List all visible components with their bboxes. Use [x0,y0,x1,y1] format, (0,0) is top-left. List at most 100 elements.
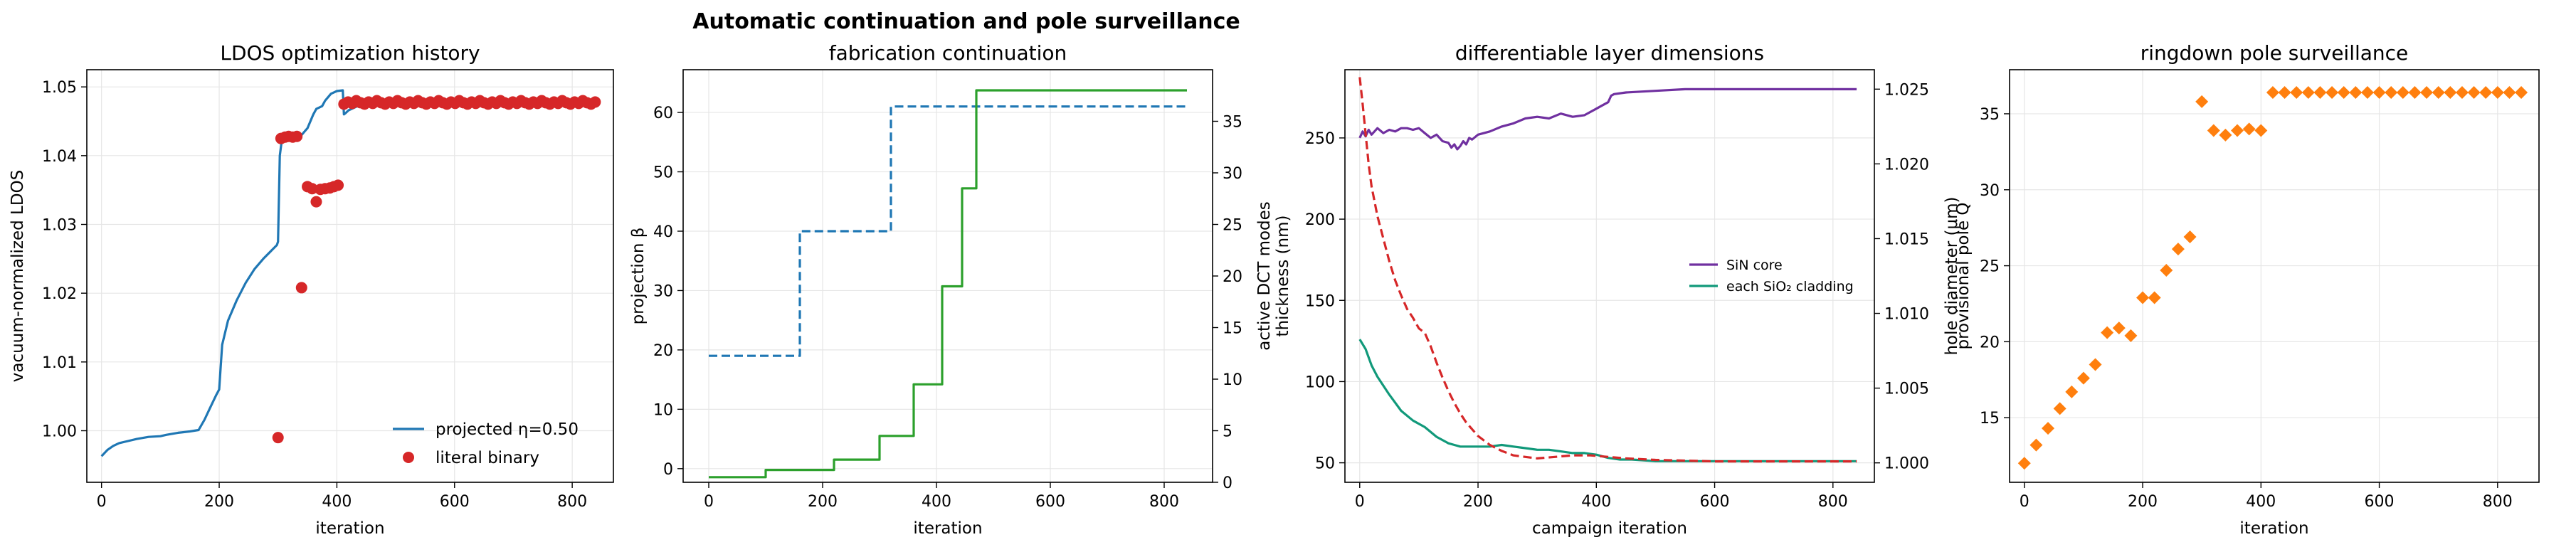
x-tick-label: 800 [2483,493,2513,511]
panel-pole-surveillance: 0 200 400 600 800 15 20 25 30 35 ringdown pole sur… [1954,41,2540,538]
x-axis-label: iteration [315,519,384,538]
y2-axis-label: active DCT modes [1255,201,1274,351]
panel-fabrication-continuation: 0 200 400 600 800010203040506005101520253035… [629,41,1274,538]
data-point [2017,457,2031,470]
data-point [2420,86,2434,100]
x-tick-label: 400 [322,493,352,511]
plot-area [1358,77,1857,463]
x-tick-label: 400 [2246,493,2276,511]
data-point [589,96,601,108]
data-point [2136,291,2150,304]
legend-label-projected: projected η=0.50 [436,420,579,439]
y2-tick-label: 35 [1223,114,1242,132]
y-tick-label: 20 [653,342,673,360]
x-tick-label: 200 [2128,493,2158,511]
series-line-series-0 [709,105,1187,357]
data-point [332,179,344,191]
data-point [2467,86,2481,100]
y-tick-label: 1.01 [42,354,77,372]
y2-tick-label: 25 [1223,217,1242,235]
data-point [2171,243,2185,256]
data-point [2503,86,2516,100]
data-point [2360,86,2374,100]
data-point [2349,86,2363,100]
y-tick-label: 30 [653,282,673,300]
plot-area [2017,86,2528,470]
data-point [2515,86,2528,100]
data-point [310,196,322,208]
panel-ldos-history: 0 200 400 600 800 1.00 1.01 1.02 1.03 1.04 1.05 LDO… [9,41,614,538]
data-point [2385,86,2398,100]
data-point [2278,86,2291,100]
y-tick-label: 0 [663,461,673,479]
x-tick-label: 0 [704,493,714,511]
y2-tick-label: 5 [1223,423,1232,441]
y-tick-label: 35 [1980,106,2000,124]
data-point [2076,371,2090,385]
y-tick-label: 1.02 [42,285,77,303]
data-point [291,130,303,142]
x-tick-label: 800 [1149,493,1179,511]
data-point [2408,86,2422,100]
data-point [2242,122,2256,136]
data-point [2029,438,2043,452]
y2-tick-label: 15 [1223,320,1242,338]
y-tick-label: 30 [1980,182,2000,200]
x-axis-label: iteration [913,519,982,538]
axes-frame [2009,69,2540,483]
x-tick-label: 400 [922,493,951,511]
x-tick-label: 0 [97,493,107,511]
x-tick-label: 800 [1818,493,1848,511]
y-axis-label: provisional pole Q [1954,202,1973,349]
axes-frame [682,69,1213,483]
data-point [2301,86,2315,100]
panel-title: ringdown pole surveillance [2140,41,2409,65]
data-point [2207,124,2220,137]
legend-label-sio2-cladding: each SiO₂ cladding [1726,279,1854,294]
data-point [2053,402,2066,415]
y2-tick-label: 10 [1223,371,1242,389]
x-tick-label: 200 [808,493,838,511]
y2-tick-label: 1.020 [1884,156,1929,174]
data-point [2089,358,2102,371]
data-point [306,183,318,195]
data-point [2254,124,2268,137]
legend-marker-literal-binary [403,452,414,463]
y2-tick-label: 1.000 [1884,455,1929,473]
data-point [2491,86,2504,100]
y-tick-label: 1.04 [42,148,77,166]
y-tick-label: 25 [1980,258,2000,276]
y-tick-label: 50 [1315,455,1335,473]
series-line-series-1 [709,89,1187,479]
y-tick-label: 40 [653,223,673,241]
y-tick-label: 60 [653,105,673,122]
data-point [2160,263,2173,277]
x-tick-label: 0 [1355,493,1365,511]
figure-suptitle: Automatic continuation and pole surveill… [692,9,1240,34]
y2-tick-label: 0 [1223,474,1232,492]
x-tick-label: 200 [204,493,234,511]
x-axis-label: campaign iteration [1532,519,1687,538]
data-point [295,282,307,294]
data-point [2065,385,2079,398]
y-axis-label: projection β [629,228,648,325]
panel-title: differentiable layer dimensions [1455,41,1764,65]
y-axis-label: vacuum-normalized LDOS [9,170,27,383]
y2-tick-label: 1.005 [1884,381,1929,398]
y-tick-label: 1.03 [42,217,77,235]
y2-tick-label: 20 [1223,268,1242,286]
data-point [2195,95,2209,108]
y2-tick-label: 1.015 [1884,230,1929,248]
data-point [2432,86,2445,100]
data-point [2444,86,2457,100]
x-tick-label: 400 [1581,493,1611,511]
data-point [2183,230,2197,243]
y-tick-label: 1.05 [42,79,77,97]
y-axis-label: thickness (nm) [1274,216,1292,337]
x-tick-label: 600 [440,493,470,511]
data-point [2290,86,2303,100]
x-tick-label: 600 [1700,493,1730,511]
data-point [2231,124,2244,137]
data-point [2124,329,2138,342]
